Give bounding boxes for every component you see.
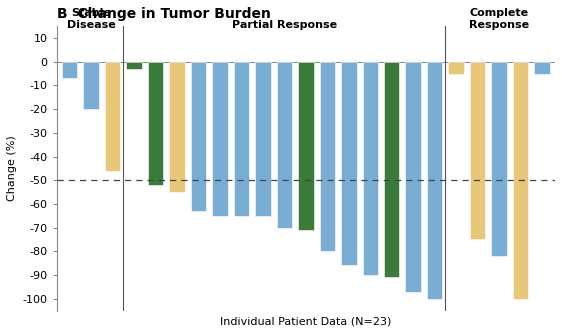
Bar xyxy=(491,62,507,256)
Bar xyxy=(341,62,356,265)
Text: Stable
Disease: Stable Disease xyxy=(66,8,115,30)
Bar xyxy=(362,62,378,275)
Y-axis label: Change (%): Change (%) xyxy=(7,136,17,201)
Bar xyxy=(406,62,421,292)
Bar xyxy=(534,62,550,74)
Bar xyxy=(83,62,99,109)
Bar xyxy=(470,62,486,239)
Bar xyxy=(126,62,142,69)
X-axis label: Individual Patient Data (N=23): Individual Patient Data (N=23) xyxy=(220,316,392,326)
Bar xyxy=(148,62,163,185)
Bar xyxy=(191,62,206,211)
Text: Partial Response: Partial Response xyxy=(232,20,337,30)
Text: Complete
Response: Complete Response xyxy=(469,8,529,30)
Bar xyxy=(255,62,270,216)
Bar xyxy=(234,62,249,216)
Bar xyxy=(427,62,442,299)
Bar xyxy=(277,62,292,227)
Bar xyxy=(105,62,120,171)
Bar xyxy=(169,62,184,192)
Bar xyxy=(212,62,228,216)
Bar xyxy=(298,62,314,230)
Bar xyxy=(448,62,464,74)
Bar xyxy=(384,62,400,277)
Bar xyxy=(62,62,77,78)
Bar xyxy=(320,62,335,251)
Text: B  Change in Tumor Burden: B Change in Tumor Burden xyxy=(57,7,270,21)
Bar xyxy=(513,62,528,299)
